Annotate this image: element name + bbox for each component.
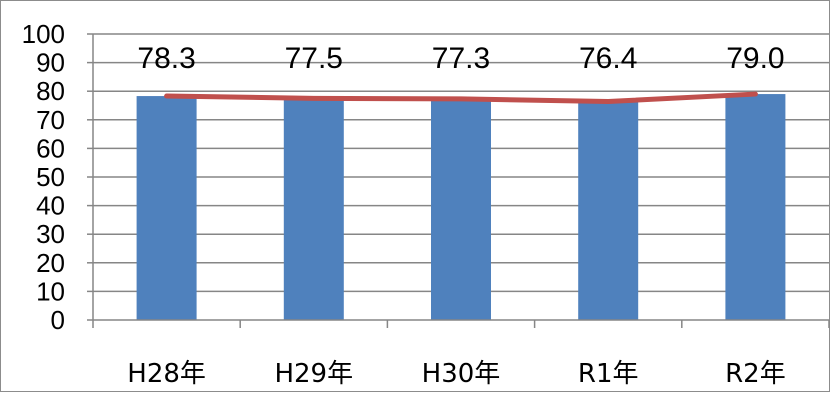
y-tick-label: 20	[36, 248, 65, 278]
bar	[136, 96, 197, 320]
x-tick-label: H29年	[274, 359, 353, 389]
line-path	[164, 91, 758, 104]
data-label: 77.3	[432, 42, 490, 75]
data-label: 79.0	[726, 42, 784, 75]
y-tick-label: 50	[36, 162, 65, 192]
bar	[578, 101, 639, 320]
x-tick-labels: H28年 H29年 H30年 R1年 R2年	[127, 359, 785, 389]
y-tick-label: 10	[36, 276, 65, 306]
y-tick-label: 30	[36, 219, 65, 249]
bar	[725, 94, 786, 320]
y-tick-label: 90	[36, 48, 65, 78]
x-tick-label: H30年	[422, 359, 501, 389]
data-labels: 78.3 77.5 77.3 76.4 79.0	[137, 42, 784, 75]
x-tick-label: H28年	[127, 359, 206, 389]
bar-series	[136, 94, 786, 320]
y-tick-label: 60	[36, 133, 65, 163]
bar	[283, 98, 344, 320]
bar	[431, 98, 491, 320]
axes	[87, 33, 830, 328]
x-tick-label: R1年	[578, 359, 639, 389]
y-tick-label: 40	[36, 191, 65, 221]
data-label: 76.4	[579, 42, 637, 75]
data-label: 77.5	[285, 42, 343, 75]
y-tick-label: 80	[36, 76, 65, 106]
y-tick-label: 0	[51, 305, 65, 335]
line-series	[164, 91, 758, 104]
data-label: 78.3	[137, 42, 195, 75]
y-tick-label: 100	[22, 19, 65, 49]
y-tick-label: 70	[36, 105, 65, 135]
x-tick-label: R2年	[725, 359, 786, 389]
